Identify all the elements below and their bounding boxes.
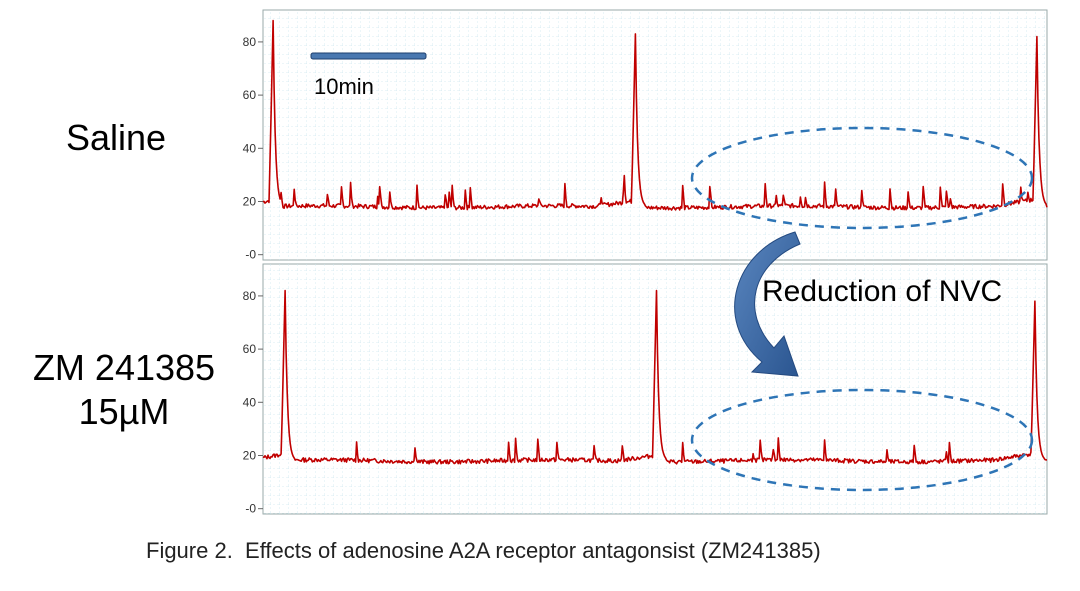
saline-label: Saline <box>66 117 167 158</box>
zm-y-tick-label: 20 <box>243 448 257 462</box>
zm-label-line1: ZM 241385 <box>32 347 216 388</box>
zm-y-tick-label: 80 <box>243 289 257 303</box>
saline-y-tick-label: 60 <box>243 88 257 102</box>
zm-grid <box>263 264 1047 514</box>
scale-bar <box>310 52 427 60</box>
scale-bar-label: 10min <box>314 74 374 99</box>
reduction-annotation: Reduction of NVC <box>762 275 1003 308</box>
saline-panel: 80 60 40 20 -0 <box>243 9 1048 262</box>
saline-grid <box>263 10 1047 260</box>
zm-y-tick-label: 60 <box>243 342 257 356</box>
zm-panel: 80 60 40 20 -0 <box>243 263 1048 516</box>
zm-label-line2: 15µM <box>78 391 170 432</box>
zm-y-tick-label: 40 <box>243 395 257 409</box>
saline-y-tick-label: -0 <box>245 248 256 262</box>
zm-label: ZM 241385 15µM <box>8 346 240 434</box>
zm-trace-line <box>262 289 1048 465</box>
figure-caption: Figure 2. Effects of adenosine A2A recep… <box>146 538 821 563</box>
reduction-arrow-icon <box>734 231 801 377</box>
saline-trace-line <box>262 19 1048 211</box>
saline-y-tick-label: 80 <box>243 35 257 49</box>
zm-y-tick-label: -0 <box>245 502 256 516</box>
saline-y-tick-label: 20 <box>243 194 257 208</box>
zm-highlight-ellipse <box>690 388 1034 492</box>
saline-highlight-ellipse <box>690 126 1034 230</box>
saline-y-tick-label: 40 <box>243 141 257 155</box>
